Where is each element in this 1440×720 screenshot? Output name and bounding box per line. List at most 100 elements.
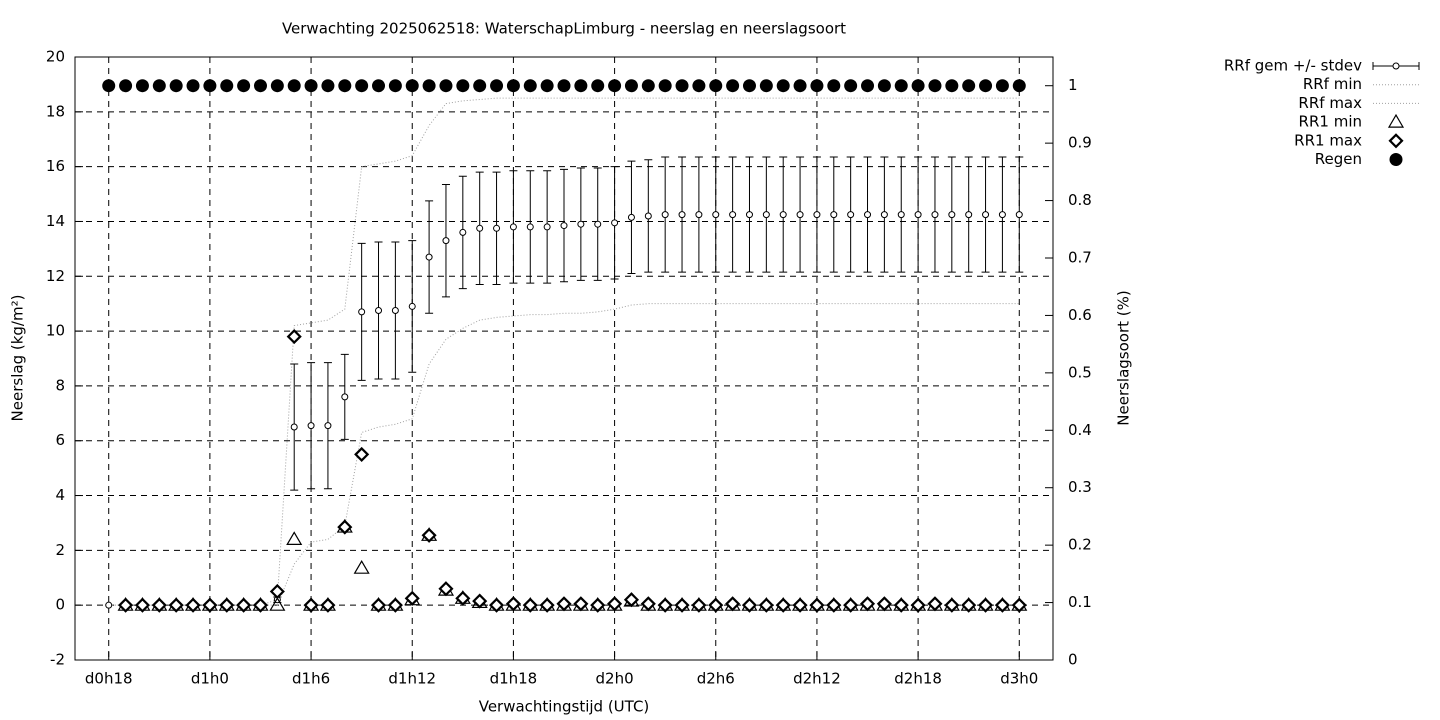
legend-label: RRf max xyxy=(1298,94,1362,112)
plot-border xyxy=(74,56,1054,661)
mean-point xyxy=(982,211,990,219)
point xyxy=(977,597,994,613)
point xyxy=(422,79,436,93)
mean-point xyxy=(543,223,551,231)
point xyxy=(134,597,151,613)
point xyxy=(455,590,471,606)
mean-point xyxy=(509,223,517,231)
x-tick-label: d1h6 xyxy=(292,670,330,688)
point xyxy=(252,597,269,613)
mean-point xyxy=(661,211,669,219)
y-tick-label: 14 xyxy=(46,212,65,230)
point xyxy=(674,597,690,613)
point xyxy=(370,597,387,613)
point xyxy=(1011,597,1027,613)
point xyxy=(995,79,1009,93)
point xyxy=(405,79,419,93)
mean-point xyxy=(341,393,349,401)
mean-point xyxy=(1015,211,1023,219)
y-tick-label: -2 xyxy=(50,651,65,669)
point xyxy=(439,79,453,93)
point xyxy=(607,596,623,612)
x-tick-label: d1h18 xyxy=(490,670,538,688)
point xyxy=(692,79,706,93)
point xyxy=(979,79,993,93)
y-tick-label: 2 xyxy=(55,541,65,559)
point xyxy=(286,531,303,545)
legend-label: RRf gem +/- stdev xyxy=(1224,57,1362,75)
y2-tick-label: 0.3 xyxy=(1068,478,1092,496)
point xyxy=(236,597,252,613)
point xyxy=(338,79,352,93)
point xyxy=(421,527,437,543)
x-tick-label: d2h18 xyxy=(894,670,942,688)
point xyxy=(270,79,284,93)
mean-point xyxy=(813,211,821,219)
point xyxy=(758,597,774,613)
mean-point xyxy=(324,422,332,430)
point xyxy=(506,79,520,93)
mean-point xyxy=(307,422,315,430)
point xyxy=(927,596,943,612)
point xyxy=(303,597,319,613)
y2-tick-label: 0.1 xyxy=(1068,593,1092,611)
point xyxy=(910,597,926,613)
mean-point xyxy=(526,223,534,231)
mean-point xyxy=(476,224,484,232)
point xyxy=(539,597,555,613)
y2-tick-label: 0.9 xyxy=(1068,134,1092,152)
legend-swatch xyxy=(1388,133,1404,149)
y-tick-label: 0 xyxy=(55,596,65,614)
point xyxy=(438,581,454,597)
point xyxy=(219,597,235,613)
y2-axis-label: Neerslagsoort (%) xyxy=(1115,290,1133,425)
point xyxy=(742,79,756,93)
point xyxy=(151,597,167,613)
mean-point xyxy=(847,211,855,219)
point xyxy=(859,596,876,612)
point xyxy=(911,79,925,93)
y-tick-label: 12 xyxy=(46,267,65,285)
mean-point xyxy=(914,211,922,219)
point xyxy=(623,592,640,608)
point xyxy=(269,583,285,600)
point xyxy=(726,79,740,93)
point xyxy=(810,79,824,93)
mean-point xyxy=(796,211,804,219)
y2-tick-label: 0.2 xyxy=(1068,536,1092,554)
point xyxy=(944,597,960,613)
point xyxy=(591,79,605,93)
mean-point xyxy=(290,423,298,431)
point xyxy=(488,597,505,613)
point xyxy=(220,79,234,93)
point xyxy=(287,79,301,93)
mean-point xyxy=(779,211,787,219)
mean-point xyxy=(897,211,905,219)
x-tick-label: d0h18 xyxy=(85,670,133,688)
point xyxy=(354,446,370,462)
legend-swatch xyxy=(1389,153,1403,166)
point xyxy=(556,596,572,612)
point xyxy=(253,79,267,93)
point xyxy=(657,597,673,613)
point xyxy=(945,79,959,93)
mean-point xyxy=(611,219,619,227)
legend-label: RRf min xyxy=(1303,75,1362,93)
point xyxy=(640,596,656,612)
x-tick-label: d2h0 xyxy=(596,670,634,688)
point xyxy=(894,79,908,93)
mean-point xyxy=(695,211,703,219)
point xyxy=(473,79,487,93)
mean-point xyxy=(493,224,501,232)
y-tick-label: 10 xyxy=(46,322,65,340)
y2-tick-label: 0.4 xyxy=(1068,421,1092,439)
point xyxy=(844,79,858,93)
y2-tick-label: 1 xyxy=(1068,76,1078,94)
point xyxy=(320,597,336,613)
y-tick-label: 16 xyxy=(46,157,65,175)
x-tick-label: d3h0 xyxy=(1000,670,1038,688)
mean-point xyxy=(442,237,450,245)
y2-tick-label: 0 xyxy=(1068,651,1078,669)
point xyxy=(490,79,504,93)
point xyxy=(286,329,302,345)
